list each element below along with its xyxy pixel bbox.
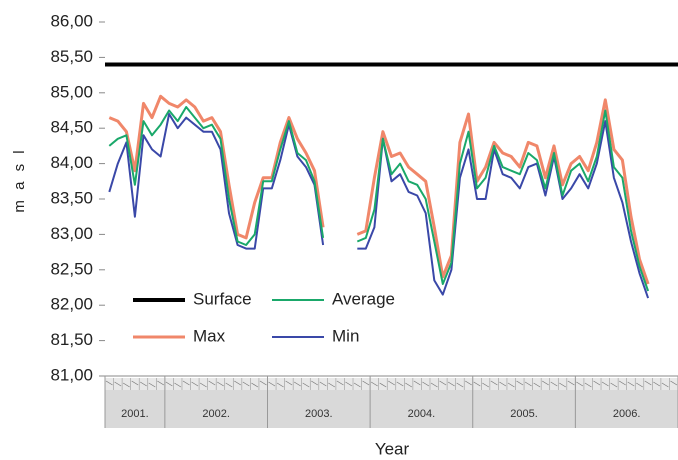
month-label-glyph	[396, 381, 404, 387]
month-label-strip	[105, 378, 678, 390]
legend-box	[122, 284, 397, 352]
series-line	[108, 94, 650, 285]
legend-label: Average	[332, 289, 395, 308]
month-label-glyph	[482, 382, 490, 388]
y-tick-label: 86,00	[50, 11, 93, 30]
month-label-glyph	[293, 381, 301, 387]
month-label-glyph	[413, 380, 421, 386]
month-label-glyph	[328, 382, 336, 388]
month-label-glyph	[618, 380, 626, 386]
month-label-glyph	[311, 380, 318, 386]
y-tick-label: 81,00	[50, 365, 93, 384]
y-tick-label: 82,50	[50, 259, 93, 278]
month-label-glyph	[208, 380, 216, 386]
month-label-glyph	[131, 380, 139, 386]
year-label: 2006.	[613, 408, 641, 420]
month-label-glyph	[251, 382, 259, 388]
month-label-glyph	[148, 382, 156, 388]
month-label-glyph	[122, 382, 130, 388]
month-label-glyph	[165, 381, 173, 387]
month-label-glyph	[199, 382, 207, 388]
month-label-glyph	[345, 381, 353, 387]
y-tick-label: 85,50	[50, 47, 93, 66]
month-label-glyph	[627, 381, 635, 387]
month-label-glyph	[191, 381, 199, 387]
month-label-glyph	[533, 382, 541, 388]
month-label-glyph	[610, 382, 618, 388]
legend-label: Surface	[193, 289, 252, 308]
y-tick-label: 83,00	[50, 224, 93, 243]
month-label-glyph	[473, 381, 481, 387]
month-label-glyph	[584, 382, 592, 388]
month-label-glyph	[559, 382, 567, 388]
month-label-glyph	[670, 380, 678, 386]
month-label-glyph	[370, 381, 378, 387]
x-axis-label: Year	[375, 439, 410, 458]
month-label-glyph	[439, 380, 447, 386]
y-axis-label: m a s l	[11, 147, 28, 212]
month-label-glyph	[276, 382, 284, 388]
month-label-glyph	[225, 382, 233, 388]
y-tick-label: 84,50	[50, 118, 93, 137]
y-tick-label: 83,50	[50, 188, 93, 207]
month-label-glyph	[507, 382, 515, 388]
month-label-glyph	[182, 380, 190, 386]
series-line	[108, 106, 650, 292]
month-label-glyph	[567, 380, 575, 386]
month-label-glyph	[576, 381, 584, 387]
year-label: 2001.	[121, 408, 149, 420]
month-label-glyph	[268, 381, 276, 387]
month-label-glyph	[105, 380, 113, 386]
month-label-glyph	[174, 382, 182, 388]
month-label-glyph	[541, 380, 549, 386]
year-label: 2005.	[510, 408, 538, 420]
month-label-glyph	[319, 381, 327, 387]
month-label-glyph	[234, 380, 242, 386]
month-label-glyph	[259, 380, 267, 386]
y-tick-label: 85,00	[50, 82, 93, 101]
month-label-glyph	[114, 381, 122, 387]
legend-label: Max	[193, 326, 226, 345]
month-label-glyph	[550, 381, 558, 387]
month-label-glyph	[447, 381, 455, 387]
month-label-glyph	[405, 382, 413, 388]
month-label-glyph	[379, 382, 387, 388]
month-label-glyph	[601, 381, 609, 387]
month-label-glyph	[524, 381, 532, 387]
y-tick-label: 84,00	[50, 153, 93, 172]
series-line	[108, 113, 650, 299]
legend-label: Min	[332, 326, 359, 345]
y-tick-label: 82,00	[50, 295, 93, 314]
month-label-glyph	[465, 380, 472, 386]
month-label-glyph	[422, 381, 430, 387]
month-label-glyph	[140, 381, 147, 387]
month-label-glyph	[285, 380, 293, 386]
month-label-glyph	[353, 382, 361, 388]
month-label-glyph	[216, 381, 224, 387]
month-label-glyph	[490, 380, 498, 386]
y-tick-label: 81,50	[50, 330, 93, 349]
month-label-glyph	[336, 380, 344, 386]
month-label-glyph	[302, 382, 310, 388]
year-label: 2004.	[408, 408, 436, 420]
year-label: 2002.	[202, 408, 230, 420]
month-label-glyph	[516, 380, 524, 386]
month-label-glyph	[456, 382, 464, 388]
month-label-glyph	[157, 380, 165, 386]
month-label-glyph	[362, 380, 370, 386]
month-label-glyph	[644, 380, 652, 386]
month-label-glyph	[430, 382, 438, 388]
month-label-glyph	[242, 381, 250, 387]
month-label-glyph	[636, 382, 643, 388]
month-label-glyph	[593, 380, 601, 386]
month-label-glyph	[499, 381, 507, 387]
year-label: 2003.	[305, 408, 333, 420]
month-label-glyph	[653, 381, 661, 387]
month-label-glyph	[388, 380, 395, 386]
month-label-glyph	[661, 382, 669, 388]
